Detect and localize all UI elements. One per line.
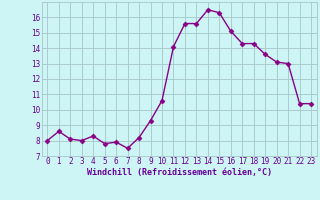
X-axis label: Windchill (Refroidissement éolien,°C): Windchill (Refroidissement éolien,°C) <box>87 168 272 177</box>
